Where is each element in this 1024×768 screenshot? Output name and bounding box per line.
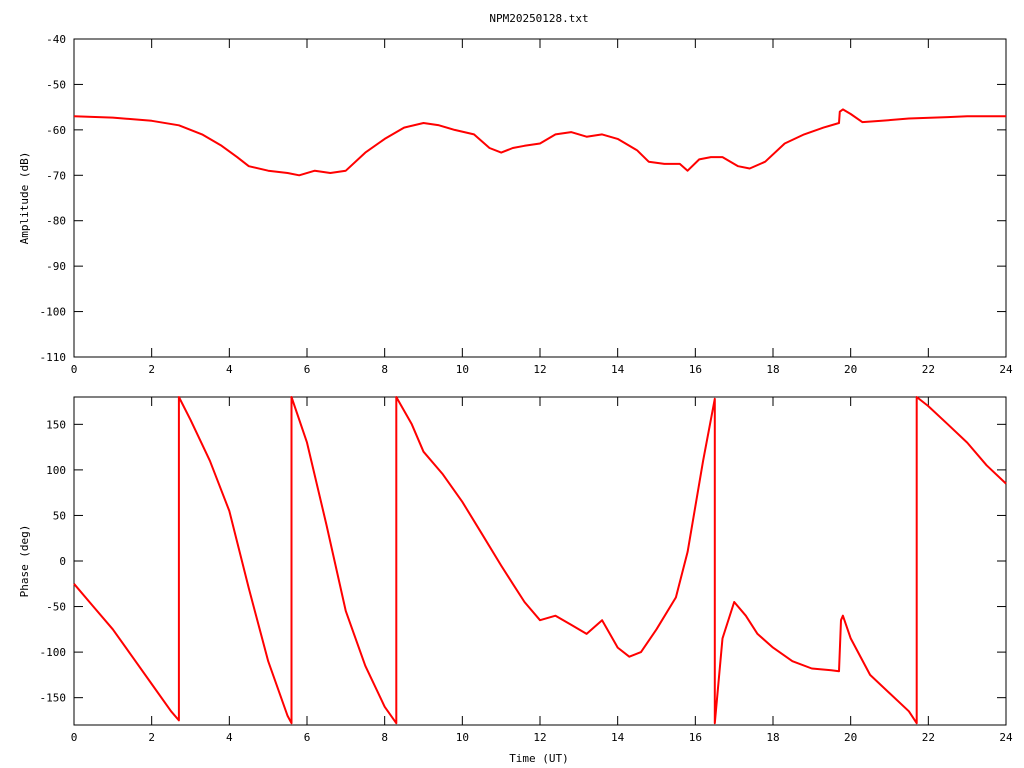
amplitude-y-tick-label: -110 — [40, 351, 67, 364]
amplitude-x-tick-label: 4 — [226, 363, 233, 376]
amplitude-x-tick-label: 24 — [999, 363, 1013, 376]
amplitude-x-tick-label: 14 — [611, 363, 625, 376]
amplitude-x-tick-label: 16 — [689, 363, 702, 376]
phase-x-tick-label: 6 — [304, 731, 311, 744]
phase-y-tick-label: 50 — [53, 509, 66, 522]
phase-plot-frame — [73, 396, 1007, 726]
phase-x-tick-label: 0 — [71, 731, 78, 744]
phase-series-line — [73, 396, 1007, 725]
amplitude-series-line — [73, 108, 1006, 177]
amplitude-x-tick-label: 2 — [148, 363, 155, 376]
phase-x-tick-label: 4 — [226, 731, 233, 744]
phase-y-tick-label: -100 — [40, 646, 67, 659]
amplitude-panel: -40-50-60-70-80-90-100-110 0 2 4 6 8 10 12 14 16… — [18, 33, 1013, 376]
amplitude-y-ticks: -40 -50 -60 -70 -80 -90 -100 -110 — [40, 33, 1006, 364]
phase-x-ticks: 0 2 4 6 8 10 12 14 16 18 20 22 24 — [71, 397, 1013, 744]
phase-y-tick-label: -150 — [40, 692, 67, 705]
phase-x-tick-label: 10 — [456, 731, 469, 744]
chart-title: NPM20250128.txt — [489, 12, 588, 25]
amplitude-y-tick-label: -100 — [40, 306, 67, 319]
phase-x-tick-label: 2 — [148, 731, 155, 744]
phase-x-tick-label: 24 — [999, 731, 1013, 744]
amplitude-x-tick-label: 22 — [922, 363, 935, 376]
phase-y-tick-label: 150 — [46, 418, 66, 431]
amplitude-x-tick-label: 20 — [844, 363, 857, 376]
phase-x-tick-label: 16 — [689, 731, 702, 744]
amplitude-x-tick-label: 10 — [456, 363, 469, 376]
amplitude-plot-frame — [73, 38, 1007, 358]
amplitude-y-tick-label: -90 — [46, 260, 66, 273]
amplitude-y-axis-label: Amplitude (dB) — [18, 152, 31, 245]
phase-x-tick-label: 8 — [381, 731, 388, 744]
phase-x-tick-label: 14 — [611, 731, 625, 744]
amplitude-x-tick-label: 0 — [71, 363, 78, 376]
phase-x-tick-label: 22 — [922, 731, 935, 744]
amplitude-y-tick-label: -70 — [46, 169, 66, 182]
amplitude-y-tick-label: -80 — [46, 215, 66, 228]
phase-y-tick-label: 0 — [59, 555, 66, 568]
phase-x-tick-label: 18 — [766, 731, 779, 744]
phase-x-axis-label: Time (UT) — [509, 752, 569, 765]
amplitude-x-tick-label: 12 — [533, 363, 546, 376]
amplitude-y-tick-label: -60 — [46, 124, 66, 137]
amplitude-x-tick-label: 6 — [304, 363, 311, 376]
phase-x-tick-label: 12 — [533, 731, 546, 744]
phase-x-tick-label: 20 — [844, 731, 857, 744]
amplitude-y-tick-label: -50 — [46, 78, 66, 91]
amplitude-x-tick-label: 8 — [381, 363, 388, 376]
amplitude-x-ticks: 0 2 4 6 8 10 12 14 16 18 20 22 24 — [71, 39, 1013, 376]
phase-y-axis-label: Phase (deg) — [18, 525, 31, 598]
phase-y-tick-label: 100 — [46, 464, 66, 477]
phase-y-ticks: 150 100 50 0 -50 -100 -150 — [40, 418, 1006, 705]
amplitude-y-tick-label: -40 — [46, 33, 66, 46]
phase-y-tick-label: -50 — [46, 601, 66, 614]
amplitude-x-tick-label: 18 — [766, 363, 779, 376]
